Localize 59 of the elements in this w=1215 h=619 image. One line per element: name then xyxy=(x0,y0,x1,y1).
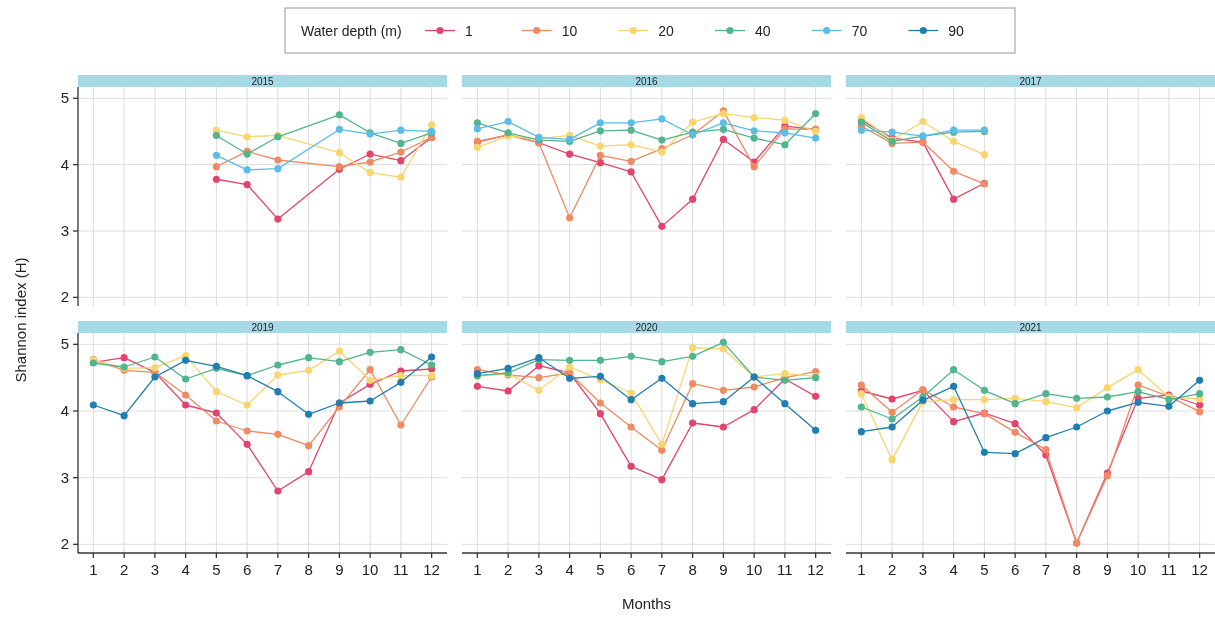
x-tick-label: 3 xyxy=(150,561,160,578)
chart-title: 2017 xyxy=(1019,75,1043,87)
y-tick-label: 2 xyxy=(60,535,69,553)
x-tick-label: 8 xyxy=(304,561,313,578)
legend-label: 40 xyxy=(755,22,771,39)
x-tick-label: 9 xyxy=(1103,561,1112,578)
x-tick-label: 5 xyxy=(596,561,605,578)
y-tick-label: 5 xyxy=(60,335,69,353)
x-tick-label: 4 xyxy=(181,561,190,578)
x-tick-label: 4 xyxy=(949,561,958,578)
y-tick-label: 4 xyxy=(60,155,69,173)
chart-title: 2019 xyxy=(251,321,275,333)
x-tick-label: 10 xyxy=(745,561,763,578)
legend-label: 90 xyxy=(948,22,965,39)
x-tick-label: 1 xyxy=(857,561,866,578)
x-tick-label: 5 xyxy=(980,561,989,578)
x-tick-label: 2 xyxy=(119,561,129,578)
x-tick-label: 12 xyxy=(423,561,440,578)
x-tick-label: 11 xyxy=(1161,561,1177,578)
y-tick-label: 2 xyxy=(60,288,69,306)
x-tick-label: 1 xyxy=(473,561,482,578)
x-tick-label: 2 xyxy=(503,561,513,578)
x-tick-label: 6 xyxy=(242,561,252,578)
x-tick-label: 6 xyxy=(1010,561,1020,578)
x-tick-label: 9 xyxy=(719,561,728,578)
y-tick-label: 5 xyxy=(60,89,69,107)
x-tick-label: 5 xyxy=(212,561,221,578)
legend-label: 70 xyxy=(851,22,868,39)
y-tick-label: 4 xyxy=(60,402,69,419)
x-tick-label: 12 xyxy=(807,561,824,578)
x-tick-label: 7 xyxy=(657,561,667,578)
x-tick-label: 3 xyxy=(534,561,544,578)
x-tick-label: 7 xyxy=(1041,561,1051,578)
x-tick-label: 11 xyxy=(777,561,793,578)
chart-title: 2021 xyxy=(1019,321,1043,333)
x-tick-label: 8 xyxy=(1072,561,1081,578)
y-tick-label: 3 xyxy=(60,468,69,486)
x-tick-label: 11 xyxy=(393,561,409,578)
chart-title: 2020 xyxy=(635,321,659,333)
legend-label: 20 xyxy=(658,22,675,39)
y-tick-label: 3 xyxy=(60,222,69,240)
x-tick-label: 10 xyxy=(1129,561,1147,578)
legend-title: Water depth (m) xyxy=(301,23,402,39)
x-tick-label: 1 xyxy=(89,561,98,578)
legend-label: 10 xyxy=(561,22,578,39)
y-axis-title: Shannon index (H) xyxy=(12,257,29,383)
chart-title: 2015 xyxy=(251,75,275,87)
x-tick-label: 10 xyxy=(361,561,379,578)
x-axis-title: Months xyxy=(621,595,672,612)
x-tick-label: 3 xyxy=(918,561,928,578)
chart-title: 2016 xyxy=(635,75,659,87)
x-tick-label: 7 xyxy=(273,561,283,578)
x-tick-label: 2 xyxy=(887,561,897,578)
legend-label: 1 xyxy=(465,22,473,39)
x-tick-label: 8 xyxy=(688,561,697,578)
x-tick-label: 4 xyxy=(565,561,574,578)
x-tick-label: 12 xyxy=(1191,561,1208,578)
x-tick-label: 6 xyxy=(626,561,636,578)
x-tick-label: 9 xyxy=(335,561,344,578)
